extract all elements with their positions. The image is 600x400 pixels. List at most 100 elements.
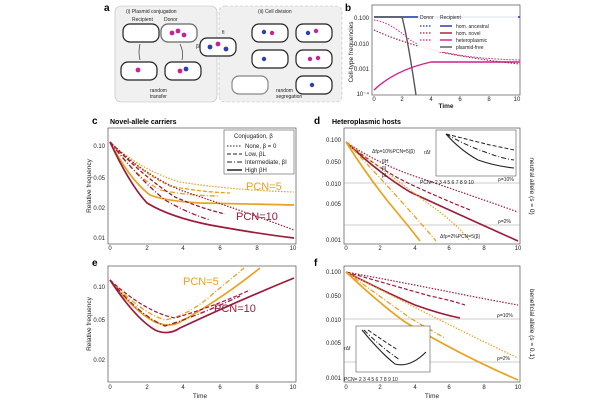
series-pcn10-low [345,271,466,306]
legend-item: hom. ancestral [456,24,489,30]
rho2-label: ρ=2% [498,219,512,225]
label-pcn5: PCN=5 [183,276,219,288]
series-pcn10-high [345,141,519,242]
legend-b [418,14,518,52]
series-pcn5-none [109,141,295,193]
xtick: 8 [482,246,486,252]
ytick: 0.050 [326,294,342,300]
conjugation-title: (i) Plasmid conjugation [126,9,177,15]
xtick: 4 [413,246,417,252]
ytick: 0.005 [326,341,342,347]
ytick: 0.001 [326,376,342,382]
panel-label-f: f [314,258,318,269]
plasmid-dot [175,28,181,34]
xtick: 8 [487,97,491,103]
panel-label-a: a [104,3,110,14]
ytick: 0.10 [93,144,105,150]
plasmid-dot [169,30,175,36]
legend-item: plasmid-free [456,45,484,51]
xticks-b: 0 2 4 6 8 10 [372,97,521,103]
panel-label-d: d [314,116,320,127]
dividing-cell [199,37,237,57]
ytick: 0.05 [93,318,105,324]
legend-recipient: Recipient [440,15,461,21]
segregation-label: random segregation [276,88,302,100]
series-pcn10-high [109,277,295,334]
inset-series-int [445,133,515,161]
xtick: 10 [290,246,297,252]
ytick: 10⁻⁴ [357,91,370,98]
ytick: 0.010 [354,42,370,48]
xtick: 0 [108,385,112,391]
xtick: 0 [344,246,348,252]
arrow-curve [138,43,141,61]
xtick: 8 [482,385,486,391]
xtick: 4 [181,385,185,391]
ytick: 0.100 [354,16,370,22]
xtick: 2 [378,385,382,391]
plasmid-dot [261,29,267,35]
plasmid-dot [315,55,321,61]
inset-xlabel: PCN= 2 3 4 5 6 7 8 9 10 [420,180,474,186]
xtick: 4 [413,385,417,391]
inset-series-high [361,329,427,366]
xtick: 8 [255,385,259,391]
xtick: 4 [181,246,185,252]
beta-h-label: βH [382,159,389,165]
series-pcn5-high [345,271,519,381]
plasmid-dot [223,46,229,52]
title-d: Heteroplasmic hosts [332,119,401,126]
title-c: Novel-allele carriers [110,119,177,126]
ytick: 0.01 [93,236,105,242]
xtick: 6 [447,246,451,252]
plasmid-dot [183,66,189,72]
beta-l-label: βL [382,173,388,179]
axes-e [107,265,297,383]
schematic-a: (i) Plasmid conjugation (ii) Cell divisi… [114,5,343,103]
legend-item: Low, βL [245,152,266,158]
xticks-c: 0 2 4 6 8 10 [108,246,297,252]
xticks-d: 0 2 4 6 8 10 [344,246,522,252]
xtick: 6 [218,385,222,391]
series-pcn5-none [345,271,519,359]
inset-series-low [445,133,515,151]
label-pcn10: PCN=10 [214,303,256,315]
chart-f: 0.100 0.050 0.010 0.005 0.001 0 2 4 6 8 … [326,265,522,400]
rho10-label: ρ=10% [497,313,513,319]
xtick: 6 [447,385,451,391]
series-pcn10-none [109,141,295,231]
side-label-neutral: neutral allele (s = 0) [528,157,535,214]
side-label-beneficial: beneficial allele (s = 0.1) [528,289,535,359]
panel-label-c: c [92,116,98,127]
series-pcn10-low [109,141,226,215]
ytick: 0.001 [354,67,370,73]
ytick: 0.02 [93,358,105,364]
ytick: 0.100 [326,138,342,144]
ytick: 0.001 [326,238,342,244]
daughter-cell [295,49,333,69]
plasmid-dot [313,28,319,34]
series-pcn10-high [109,141,295,239]
daughter-cell [295,23,333,43]
ylabel-b: Cell-type frequencies [348,21,355,83]
f-label: fi [222,30,225,36]
inset-series-int [363,329,401,361]
series-pcn10-int [109,141,211,221]
delta-f-bottom: Δfρ=2%PCN=5(β) [440,234,481,240]
axes-b [371,4,521,96]
xtick: 10 [290,385,297,391]
chart-c: Relative frequency 0.10 0.05 0.02 0.01 0… [86,127,297,252]
xtick: 10 [514,97,521,103]
series-pcn5-none [345,141,471,242]
label-pcn5: PCN=5 [246,181,282,193]
inset-f [355,325,431,373]
legend-item: heteroplasmic [456,38,488,44]
legend-item: High βH [245,168,267,174]
xtick: 10 [515,385,522,391]
inset-series-low [367,329,399,351]
xtick: 2 [400,97,404,103]
daughter-cell [251,49,289,69]
legend-item: Intermediate, βI [245,160,287,166]
chart-e: Relative frequency 0.10 0.05 0.02 0 2 4 … [86,265,297,400]
beta-i-label: βI [382,166,386,172]
